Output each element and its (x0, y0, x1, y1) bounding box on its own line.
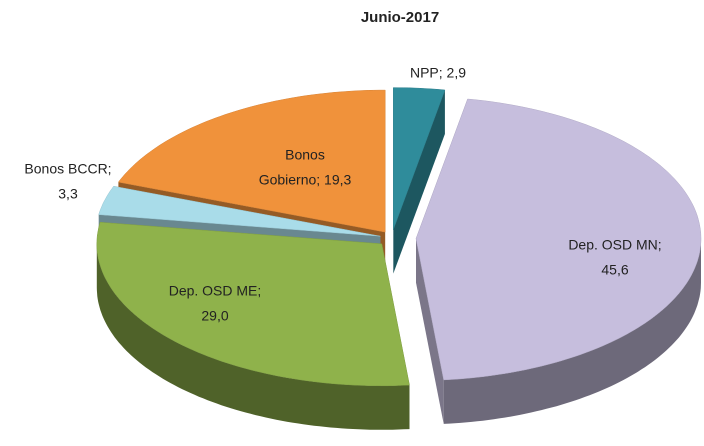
data-label: 3,3 (58, 186, 78, 202)
slice-side (443, 238, 701, 424)
data-label: 45,6 (601, 262, 628, 278)
slice-side (96, 243, 410, 430)
slice (98, 185, 381, 237)
slice-wall (416, 238, 444, 424)
slice-wall (393, 90, 445, 274)
data-label: Gobierno; 19,3 (259, 172, 352, 188)
slice (117, 89, 386, 233)
data-label: 29,0 (201, 308, 228, 324)
chart-title: Junio-2017 (361, 9, 439, 26)
slice (96, 221, 410, 387)
slice (393, 87, 446, 230)
data-label: Dep. OSD ME; (169, 283, 262, 299)
data-label: Bonos BCCR; (24, 161, 111, 177)
data-label: Dep. OSD MN; (568, 237, 661, 253)
data-label: NPP; 2,9 (410, 65, 466, 81)
data-label: Bonos (285, 147, 325, 163)
slice (415, 98, 702, 381)
